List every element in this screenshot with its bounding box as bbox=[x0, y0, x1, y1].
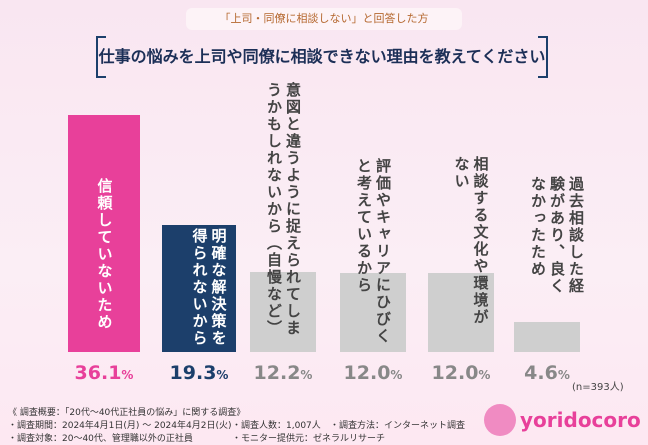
value-label: 12.2% bbox=[238, 362, 328, 384]
value-number: 12.0 bbox=[343, 362, 391, 384]
value-unit: % bbox=[390, 368, 403, 382]
value-number: 19.3 bbox=[169, 362, 217, 384]
footer-method: ・調査方法：インターネット調査 bbox=[330, 421, 466, 431]
value-unit: % bbox=[121, 368, 134, 382]
category-label: 評価やキャリアにひびくと考えているから bbox=[355, 158, 392, 345]
bar-5 bbox=[514, 321, 580, 352]
value-unit: % bbox=[216, 368, 229, 382]
category-label: 信頼していないため bbox=[95, 178, 114, 331]
value-label: 4.6% bbox=[502, 362, 592, 384]
value-label: 12.0% bbox=[328, 362, 418, 384]
value-label: 12.0% bbox=[416, 362, 506, 384]
dolphin-logo-icon bbox=[484, 404, 516, 436]
bracket-left bbox=[96, 36, 106, 78]
value-label: 36.1% bbox=[59, 362, 149, 384]
category-label: 過去相談した経験があり、良くなかったため bbox=[529, 176, 585, 295]
footer-target: ・調査対象：20〜40代、管理職以外の正社員 bbox=[8, 434, 193, 444]
bar-1 bbox=[162, 225, 236, 352]
value-unit: % bbox=[478, 368, 491, 382]
value-unit: % bbox=[557, 368, 570, 382]
footer-count: ・調査人数：1,007人 bbox=[232, 421, 321, 431]
value-number: 12.2 bbox=[253, 362, 301, 384]
bar-4 bbox=[428, 273, 494, 352]
bar-2 bbox=[250, 271, 316, 352]
value-unit: % bbox=[300, 368, 313, 382]
category-label: 意図と違うように捉えられてしまうかもしれないから（自慢など） bbox=[265, 82, 302, 337]
value-number: 36.1 bbox=[74, 362, 122, 384]
category-label: 明確な解決策を得られないから bbox=[190, 228, 228, 347]
subtitle: 「上司・同僚に相談しない」と回答した方 bbox=[186, 8, 462, 30]
footer-heading: 《 調査概要：「20代〜40代正社員の悩み」に関する調査》 bbox=[8, 408, 246, 418]
chart-title: 仕事の悩みを上司や同僚に相談できない理由を教えてください bbox=[98, 47, 546, 66]
brand-logo: yoridocoro bbox=[520, 408, 641, 432]
bracket-right bbox=[538, 36, 548, 78]
footer-period: ・調査期間：2024年4月1日(月) 〜 2024年4月2日(火) bbox=[8, 421, 232, 431]
bar-0 bbox=[68, 115, 140, 352]
category-label: 相談する文化や環境がない bbox=[452, 156, 490, 326]
bar-3 bbox=[340, 273, 406, 352]
value-number: 12.0 bbox=[431, 362, 479, 384]
value-number: 4.6 bbox=[524, 362, 558, 384]
footer-provider: ・モニター提供元：ゼネラルリサーチ bbox=[232, 434, 386, 444]
sample-size: (n=393人) bbox=[572, 382, 624, 393]
value-label: 19.3% bbox=[154, 362, 244, 384]
